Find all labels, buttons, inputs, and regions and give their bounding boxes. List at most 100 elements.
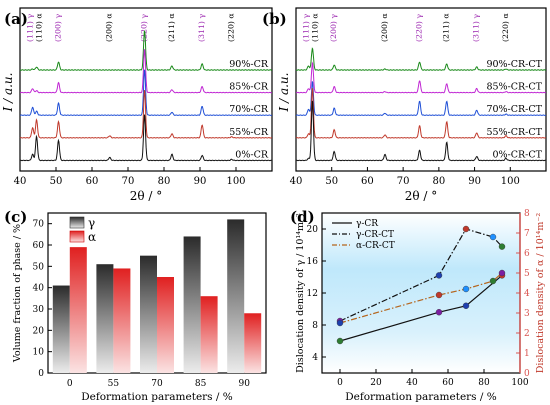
x-ticks-b: 40 50 60 70 80 90 100 <box>290 167 520 187</box>
x-tick-label-55: 55 <box>108 379 120 389</box>
x-tick-label-70: 70 <box>151 379 163 389</box>
x-ticks-a: 40 50 60 70 80 90 100 <box>14 167 246 187</box>
peak-label-3: (200) α <box>380 13 389 42</box>
x-tick-label-100: 100 <box>226 176 245 187</box>
y-tick-label-16: 16 <box>307 257 319 267</box>
x-tick-label-90: 90 <box>238 379 250 389</box>
y-axis-label-c: Volume fraction of phase / % <box>12 224 23 363</box>
trace-70%-CR <box>19 69 273 116</box>
x-tick-label-20: 20 <box>370 378 382 388</box>
trace-label-85%-CR: 85%-CR <box>229 82 269 93</box>
trace-0%-CR-CT <box>296 100 546 162</box>
legend-d: γ-CRγ-CR-CTα-CR-CT <box>332 219 395 251</box>
bar-γ-90 <box>227 219 245 373</box>
x-tick-label-60: 60 <box>86 176 99 187</box>
x-tick-label-100: 100 <box>501 176 520 187</box>
x-tick-label-70: 70 <box>122 176 135 187</box>
point-α-CR-CT-85 <box>489 277 497 285</box>
y-axis-label-d: Dislocation density of γ / 10¹⁴m⁻² <box>295 213 306 373</box>
peak-label-2: (200) γ <box>54 14 63 42</box>
x-tick-label-80: 80 <box>432 176 445 187</box>
y-tick-label-70: 70 <box>33 220 45 230</box>
series-lines-d <box>336 225 506 345</box>
peak-label-5: (211) α <box>442 13 451 42</box>
y-tick-label-50: 50 <box>33 262 45 272</box>
bar-α-85 <box>200 296 218 373</box>
peak-label-7: (220) α <box>501 13 510 42</box>
panel-c: 0 10 20 30 40 50 60 70 0 55 70 85 90 γ α (c) Deforma… <box>4 208 267 403</box>
point-γ-CR-55 <box>435 309 443 316</box>
y2-tick-label-2: 2 <box>524 329 530 339</box>
trace-label-90%-CR-CT: 90%-CR-CT <box>486 59 542 70</box>
y2-tick-label-8: 8 <box>524 209 530 219</box>
point-γ-CR-70 <box>462 302 470 309</box>
panel-label-d: (d) <box>290 208 315 226</box>
trace-label-55%-CR-CT: 55%-CR-CT <box>486 127 542 138</box>
trace-label-55%-CR: 55%-CR <box>229 127 269 138</box>
trace-55%-CR <box>19 89 272 139</box>
legend-label-γ-CR: γ-CR <box>356 219 378 229</box>
x-axis-label-b: 2θ / ° <box>405 189 438 203</box>
bar-α-0 <box>69 247 87 373</box>
x-tick-label-40: 40 <box>14 176 27 187</box>
peak-label-6: (311) γ <box>197 14 206 42</box>
plot-frame-a <box>19 7 273 172</box>
point-α-CR-CT-0 <box>336 319 344 327</box>
peak-label-2: (200) γ <box>329 14 338 42</box>
y2-tick-label-0: 0 <box>524 369 530 379</box>
bar-γ-0 <box>52 285 70 373</box>
x-tick-label-60: 60 <box>442 378 454 388</box>
bar-γ-55 <box>96 264 114 373</box>
peak-label-4: (220) γ <box>415 14 424 42</box>
line-γ-CR <box>339 274 503 342</box>
legend-label-alpha: α <box>88 230 96 244</box>
y-tick-label-20: 20 <box>33 326 45 336</box>
panel-b: (111) γ (110) α (200) γ (200) α (220) γ (211)… <box>262 7 547 203</box>
x-tick-label-70: 70 <box>397 176 410 187</box>
x-tick-label-100: 100 <box>511 378 528 388</box>
y2-tick-label-7: 7 <box>524 229 530 239</box>
y-tick-label-40: 40 <box>33 284 45 294</box>
legend-swatch-gamma <box>69 216 85 229</box>
x-tick-label-40: 40 <box>290 176 303 187</box>
x-tick-label-40: 40 <box>406 378 418 388</box>
point-γ-CR-0 <box>336 337 344 345</box>
bar-α-70 <box>157 277 174 373</box>
bar-γ-70 <box>140 255 157 373</box>
y-tick-label-20: 20 <box>307 225 319 235</box>
trace-90%-CR-CT <box>295 47 546 71</box>
legend-label-α-CR-CT: α-CR-CT <box>356 241 395 251</box>
peak-label-0: (111) γ <box>302 14 311 42</box>
panel-label-a: (a) <box>4 10 28 28</box>
plot-background-d <box>322 213 520 373</box>
peak-label-1: (110) α <box>35 13 44 42</box>
point-γ-CR-CT-55 <box>435 272 443 279</box>
x-tick-label-90: 90 <box>194 176 207 187</box>
trace-label-85%-CR-CT: 85%-CR-CT <box>486 82 542 93</box>
y2-tick-label-4: 4 <box>524 289 530 299</box>
y2-tick-label-1: 1 <box>524 349 530 359</box>
y-tick-label-30: 30 <box>33 305 45 315</box>
point-α-CR-CT-70 <box>462 285 470 293</box>
trace-label-70%-CR-CT: 70%-CR-CT <box>486 104 542 115</box>
y2-axis-label-d: Dislocation density of α / 10¹⁴m⁻² <box>535 213 546 374</box>
x-tick-label-85: 85 <box>195 379 207 389</box>
bars-c <box>52 219 262 373</box>
plot-frame-b <box>295 7 547 172</box>
peak-label-5: (211) α <box>167 13 176 42</box>
x-tick-label-50: 50 <box>50 176 63 187</box>
legend-label-gamma: γ <box>88 216 95 230</box>
trace-label-90%-CR: 90%-CR <box>229 59 269 70</box>
x-tick-label-0: 0 <box>337 378 343 388</box>
point-α-CR-CT-90 <box>498 269 506 277</box>
legend-c: γ α <box>69 216 96 244</box>
axes-c: 0 10 20 30 40 50 60 70 0 55 70 85 90 <box>33 220 251 389</box>
x-tick-label-50: 50 <box>325 176 338 187</box>
traces-b: 90%-CR-CT 85%-CR-CT 70%-CR-CT 55%-CR-CT 0%-C… <box>295 47 547 162</box>
point-γ-CR-CT-70 <box>462 225 470 233</box>
trace-0%-CR <box>20 114 272 162</box>
y-tick-label-12: 12 <box>307 289 318 299</box>
legend-swatch-alpha <box>69 230 85 243</box>
